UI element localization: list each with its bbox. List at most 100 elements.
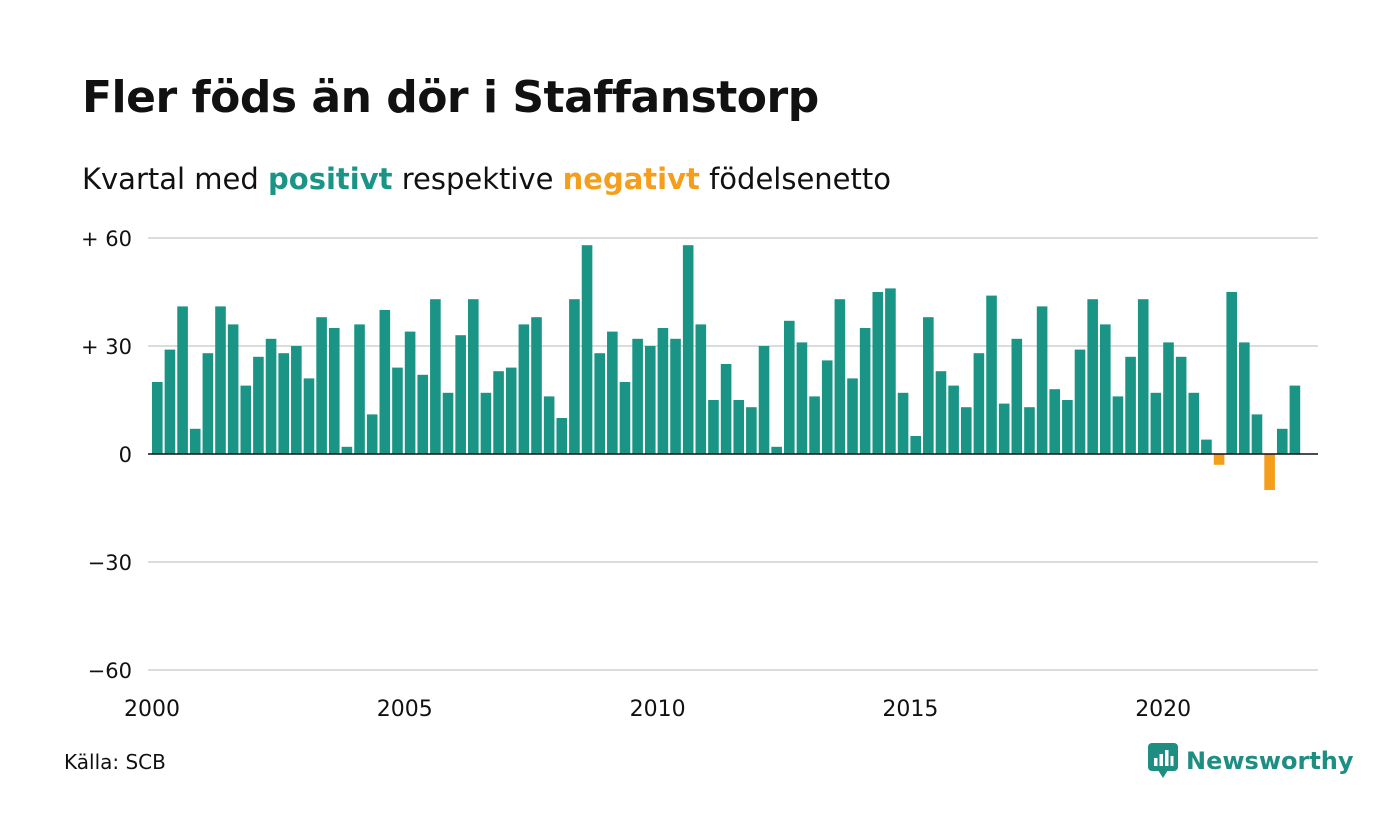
subtitle-text-pre: Kvartal med: [82, 162, 259, 196]
bar: [1150, 392, 1162, 454]
chart-title: Fler föds än dör i Staffanstorp: [82, 72, 819, 123]
bar: [556, 418, 568, 454]
bar: [468, 299, 479, 454]
bar: [670, 338, 681, 454]
bar: [1239, 342, 1250, 454]
subtitle-text-mid: respektive: [401, 162, 554, 196]
bar: [809, 396, 820, 454]
bar: [1213, 454, 1225, 465]
bar: [152, 382, 163, 454]
bar: [354, 324, 365, 454]
bar: [328, 328, 340, 454]
bar: [796, 342, 808, 454]
bar: [379, 310, 391, 454]
bar: [657, 328, 669, 454]
bar: [695, 324, 707, 454]
y-tick-label: + 30: [81, 335, 132, 359]
bar: [518, 324, 530, 454]
bar: [531, 317, 542, 454]
bar: [644, 346, 656, 454]
bar: [505, 367, 517, 454]
bar: [1024, 407, 1035, 454]
subtitle-negative-word: negativt: [562, 162, 700, 196]
bar: [316, 317, 327, 454]
bar: [177, 306, 188, 454]
x-tick-label: 2000: [124, 697, 180, 722]
bar: [430, 299, 441, 454]
bar: [1112, 396, 1124, 454]
bar: [1201, 439, 1212, 454]
gridlines: [148, 237, 1318, 671]
bar: [872, 292, 884, 454]
bars: [152, 245, 1301, 490]
bar: [910, 436, 921, 454]
bar: [758, 346, 770, 454]
bar: [1036, 306, 1048, 454]
bar: [708, 400, 719, 454]
bar: [682, 245, 694, 454]
bar: [1125, 356, 1136, 454]
bar: [733, 400, 745, 454]
bar: [1226, 292, 1237, 454]
bar: [619, 382, 631, 454]
bar: [885, 288, 896, 454]
bar: [720, 364, 732, 454]
bar: [1175, 356, 1187, 454]
bar: [189, 428, 201, 454]
bar: [998, 403, 1010, 454]
bar: [1188, 392, 1200, 454]
bar: [632, 338, 643, 454]
bar: [1163, 342, 1174, 454]
bar: [303, 378, 315, 454]
newsworthy-bar-chart-icon: [1148, 743, 1178, 778]
bar: [1100, 324, 1111, 454]
x-tick-label: 2020: [1135, 697, 1191, 722]
bar: [480, 392, 492, 454]
bar: [215, 306, 226, 454]
bar: [366, 414, 378, 454]
bar: [594, 353, 605, 454]
bar: [1049, 389, 1061, 454]
bar: [265, 338, 277, 454]
bar: [291, 346, 302, 454]
bar: [834, 299, 846, 454]
bar: [1137, 299, 1149, 454]
bar: [948, 385, 959, 454]
bar: [607, 331, 618, 454]
bar: [847, 378, 858, 454]
bar: [493, 371, 504, 454]
bar: [960, 407, 972, 454]
bar: [821, 360, 833, 454]
y-tick-label: 0: [119, 443, 132, 467]
bar: [341, 446, 353, 454]
x-tick-label: 2015: [882, 697, 938, 722]
subtitle-text-post: födelsenetto: [709, 162, 891, 196]
bar: [227, 324, 239, 454]
x-tick-label: 2010: [630, 697, 686, 722]
bar: [1087, 299, 1098, 454]
bar: [417, 374, 429, 454]
source-note: Källa: SCB: [64, 750, 166, 774]
bar: [923, 317, 934, 454]
bar: [986, 295, 997, 454]
bar: [278, 353, 289, 454]
bar: [392, 367, 403, 454]
bar: [1074, 349, 1086, 454]
bar: [1011, 338, 1023, 454]
y-tick-label: −30: [88, 551, 132, 575]
bar: [442, 392, 454, 454]
bar: [1062, 400, 1073, 454]
bar: [897, 392, 909, 454]
bar: [859, 328, 871, 454]
bar: [240, 385, 252, 454]
bar: [581, 245, 593, 454]
y-tick-label: −60: [88, 659, 132, 683]
y-tick-label: + 60: [81, 227, 132, 251]
bar: [973, 353, 985, 454]
bar: [1264, 454, 1275, 490]
subtitle-positive-word: positivt: [268, 162, 393, 196]
bar: [935, 371, 947, 454]
x-tick-label: 2005: [377, 697, 433, 722]
bar: [569, 299, 580, 454]
